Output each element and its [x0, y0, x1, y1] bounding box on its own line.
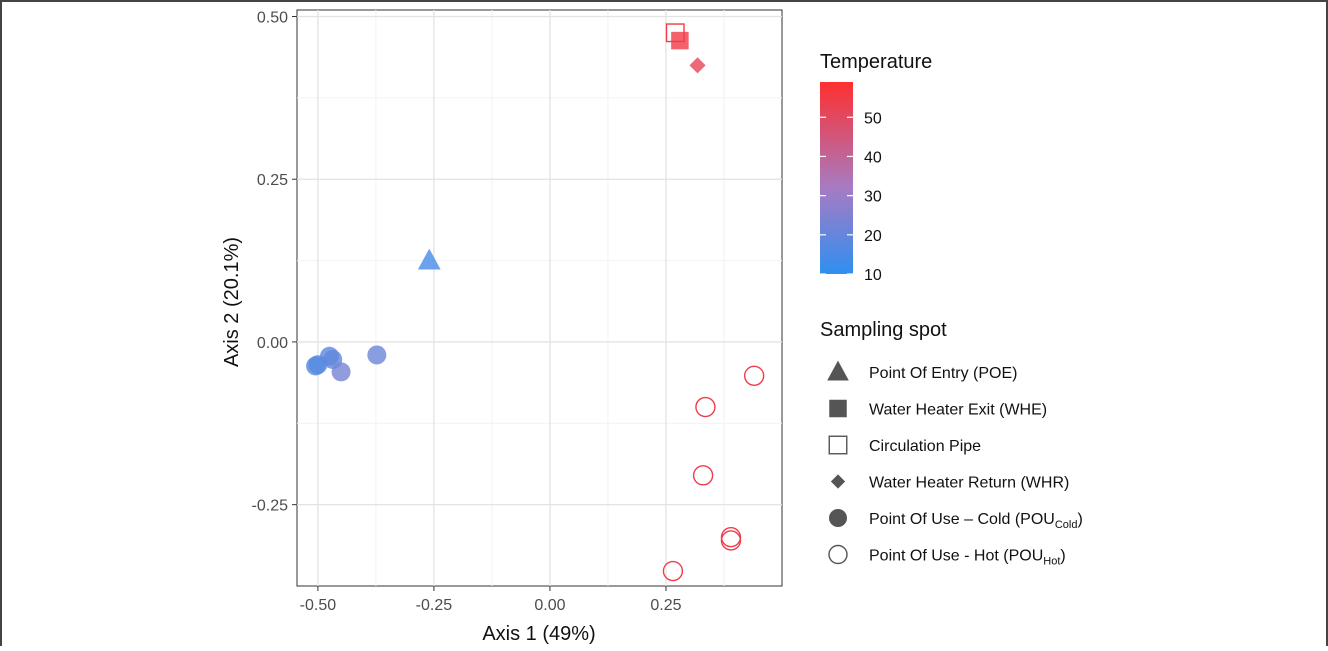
temperature-legend-title: Temperature — [820, 51, 932, 73]
legend-item: Point Of Use - Hot (POUHot) — [828, 544, 1066, 568]
legend-item-label: Point Of Use - Hot (POUHot) — [869, 548, 1066, 568]
data-point — [692, 465, 714, 486]
legend-item: Point Of Entry (POE) — [827, 360, 1017, 382]
x-axis-title: Axis 1 (49%) — [482, 623, 595, 645]
x-tick-label: 0.25 — [650, 597, 681, 614]
grid-lines — [297, 10, 782, 586]
y-axis-title: Axis 2 (20.1%) — [221, 237, 243, 367]
y-tick-label: 0.00 — [257, 335, 288, 352]
x-tick-label: 0.00 — [534, 597, 565, 614]
data-points — [306, 23, 765, 582]
temperature-colorbar — [820, 82, 853, 274]
plot-panel — [296, 9, 783, 587]
data-point — [367, 345, 387, 365]
filled-circle-icon — [829, 509, 847, 527]
legend-item: Water Heater Exit (WHE) — [829, 399, 1047, 419]
legend-item: Point Of Use – Cold (POUCold) — [829, 509, 1083, 531]
colorbar-tick-label: 50 — [864, 110, 882, 127]
data-point — [331, 362, 351, 382]
data-point — [671, 31, 689, 50]
axis-ticks: -0.50 -0.25 0.00 0.25 -0.25 0.00 0.25 0.50 — [252, 10, 682, 614]
x-tick-label: -0.50 — [300, 597, 337, 614]
colorbar-tick-label: 40 — [864, 149, 882, 166]
colorbar-tick-label: 30 — [864, 189, 882, 206]
legend-item: Water Heater Return (WHR) — [830, 474, 1069, 492]
filled-square-icon — [829, 399, 847, 418]
diamond-icon — [830, 474, 846, 489]
legend-item-label: Point Of Use – Cold (POUCold) — [869, 511, 1083, 531]
data-point — [662, 560, 684, 582]
y-tick-label: 0.50 — [257, 10, 288, 27]
data-point — [665, 23, 685, 43]
legend-item-label: Circulation Pipe — [869, 438, 981, 455]
y-tick-label: -0.25 — [252, 498, 289, 515]
sampling-spot-legend: Sampling spot Point Of Entry (POE) Water … — [820, 319, 1083, 568]
y-tick-label: 0.25 — [257, 172, 288, 189]
data-point — [695, 396, 716, 418]
temperature-legend: Temperature 10 20 30 40 50 — [820, 51, 932, 284]
temperature-colorbar-ticks: 10 20 30 40 50 — [820, 110, 882, 284]
data-point — [417, 248, 441, 270]
triangle-icon — [827, 360, 849, 381]
x-tick-label: -0.25 — [416, 597, 453, 614]
legend-item: Circulation Pipe — [828, 435, 981, 455]
data-point — [743, 365, 765, 386]
legend-item-label: Point Of Entry (POE) — [869, 365, 1017, 382]
colorbar-tick-label: 10 — [864, 267, 882, 284]
sampling-spot-legend-title: Sampling spot — [820, 319, 947, 341]
legend-item-label: Water Heater Return (WHR) — [869, 475, 1069, 492]
open-circle-icon — [828, 544, 848, 565]
colorbar-tick-label: 20 — [864, 228, 882, 245]
open-square-icon — [828, 435, 848, 455]
data-point — [689, 57, 706, 74]
legend-item-label: Water Heater Exit (WHE) — [869, 402, 1047, 419]
data-point — [720, 530, 742, 551]
